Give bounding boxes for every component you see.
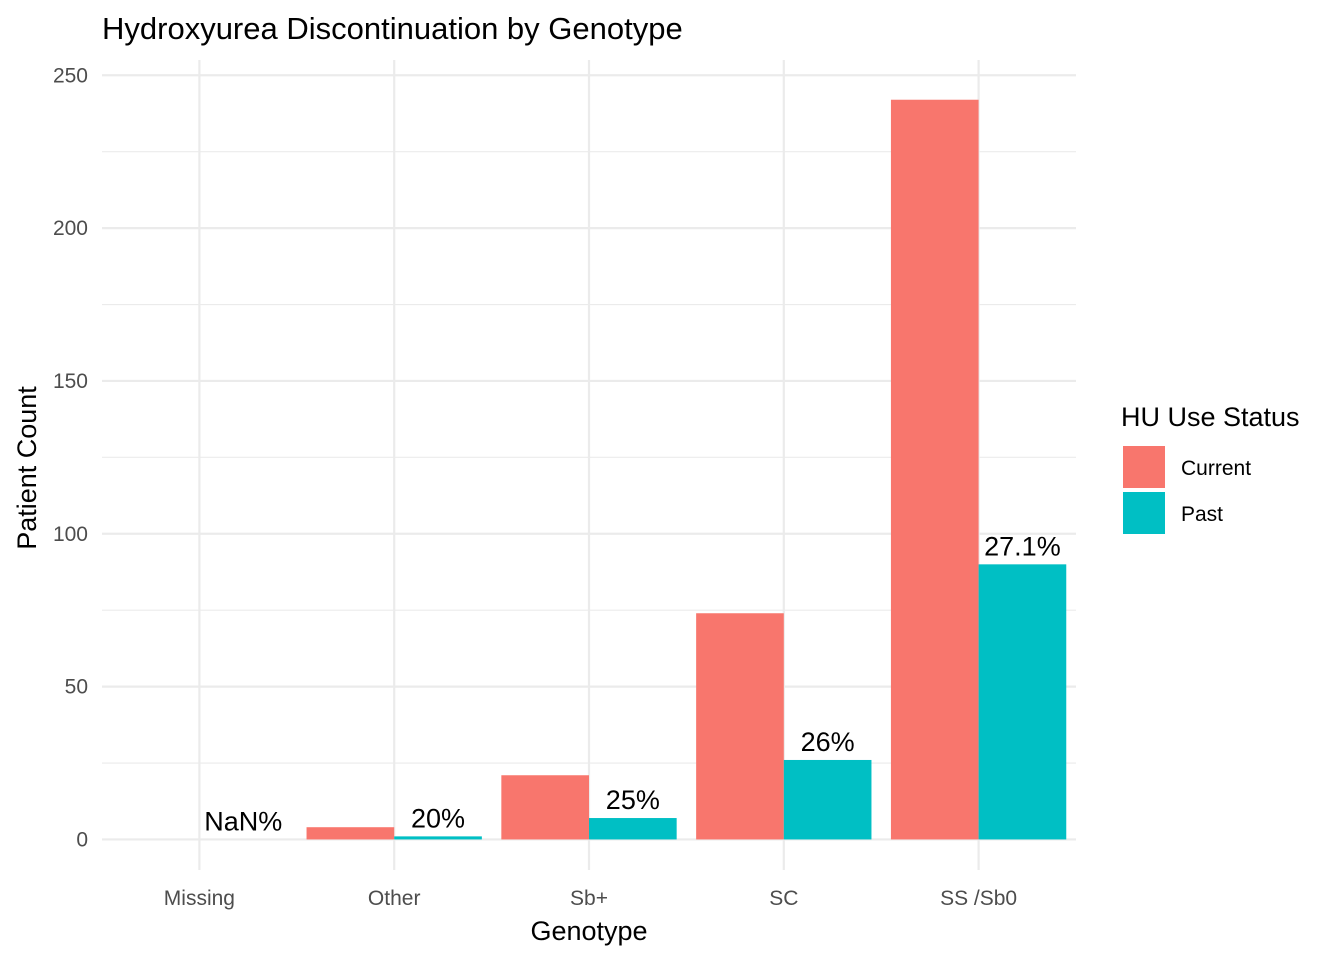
- legend-swatch-past: [1123, 492, 1165, 534]
- bar-past-other: [394, 836, 482, 840]
- x-tick-label: Missing: [164, 887, 235, 910]
- y-tick-label: 50: [65, 676, 88, 699]
- y-tick-label: 100: [53, 523, 88, 546]
- bar-current-other: [306, 827, 395, 840]
- x-axis-title: Genotype: [530, 916, 647, 946]
- y-tick-label: 0: [76, 828, 88, 851]
- bar-current-sb-: [501, 775, 589, 840]
- x-tick-label: SS /Sb0: [940, 887, 1017, 910]
- legend-label-current: Current: [1181, 457, 1251, 480]
- bars: [306, 99, 1067, 840]
- y-axis-title: Patient Count: [12, 386, 42, 550]
- y-tick-label: 200: [53, 217, 88, 240]
- y-tick-label: 250: [53, 64, 88, 87]
- data-labels: NaN% 20% 25% 26% 27.1%: [204, 531, 1060, 836]
- bar-past-sb-: [589, 818, 677, 840]
- bar-past-ss-sb0: [978, 564, 1067, 840]
- data-label: 20%: [411, 803, 465, 833]
- legend-title: HU Use Status: [1121, 402, 1300, 432]
- data-label: NaN%: [204, 806, 282, 836]
- x-tick-label: Other: [368, 887, 421, 910]
- bar-current-ss-sb0: [890, 99, 979, 840]
- x-axis-ticks: Missing Other Sb+ SC SS /Sb0: [164, 887, 1017, 910]
- y-tick-label: 150: [53, 370, 88, 393]
- chart-title: Hydroxyurea Discontinuation by Genotype: [102, 11, 683, 46]
- legend: HU Use Status Current Past: [1121, 402, 1300, 534]
- data-label: 27.1%: [984, 531, 1061, 561]
- legend-swatch-current: [1123, 446, 1165, 488]
- bar-current-sc: [696, 613, 784, 840]
- bar-past-sc: [783, 759, 872, 840]
- x-tick-label: SC: [769, 887, 798, 910]
- data-label: 26%: [801, 727, 855, 757]
- legend-label-past: Past: [1181, 503, 1223, 526]
- data-label: 25%: [606, 785, 660, 815]
- y-axis-ticks: 0 50 100 150 200 250: [53, 64, 88, 851]
- x-tick-label: Sb+: [570, 887, 608, 910]
